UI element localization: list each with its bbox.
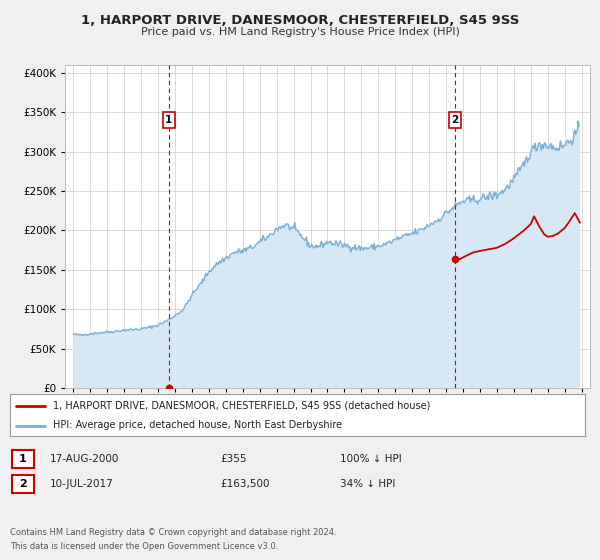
Text: Price paid vs. HM Land Registry's House Price Index (HPI): Price paid vs. HM Land Registry's House … — [140, 27, 460, 37]
Text: HPI: Average price, detached house, North East Derbyshire: HPI: Average price, detached house, Nort… — [53, 421, 342, 431]
Text: £163,500: £163,500 — [220, 479, 269, 489]
Text: Contains HM Land Registry data © Crown copyright and database right 2024.: Contains HM Land Registry data © Crown c… — [10, 528, 337, 537]
Text: 1, HARPORT DRIVE, DANESMOOR, CHESTERFIELD, S45 9SS: 1, HARPORT DRIVE, DANESMOOR, CHESTERFIEL… — [81, 14, 519, 27]
Text: 2: 2 — [19, 479, 27, 489]
Text: This data is licensed under the Open Government Licence v3.0.: This data is licensed under the Open Gov… — [10, 542, 278, 551]
Text: 1: 1 — [19, 454, 27, 464]
Text: 10-JUL-2017: 10-JUL-2017 — [50, 479, 114, 489]
Text: 1: 1 — [165, 115, 172, 125]
Text: 17-AUG-2000: 17-AUG-2000 — [50, 454, 119, 464]
Text: 1, HARPORT DRIVE, DANESMOOR, CHESTERFIELD, S45 9SS (detached house): 1, HARPORT DRIVE, DANESMOOR, CHESTERFIEL… — [53, 401, 431, 411]
Text: 2: 2 — [451, 115, 458, 125]
Text: £355: £355 — [220, 454, 247, 464]
Text: 100% ↓ HPI: 100% ↓ HPI — [340, 454, 402, 464]
Text: 34% ↓ HPI: 34% ↓ HPI — [340, 479, 395, 489]
